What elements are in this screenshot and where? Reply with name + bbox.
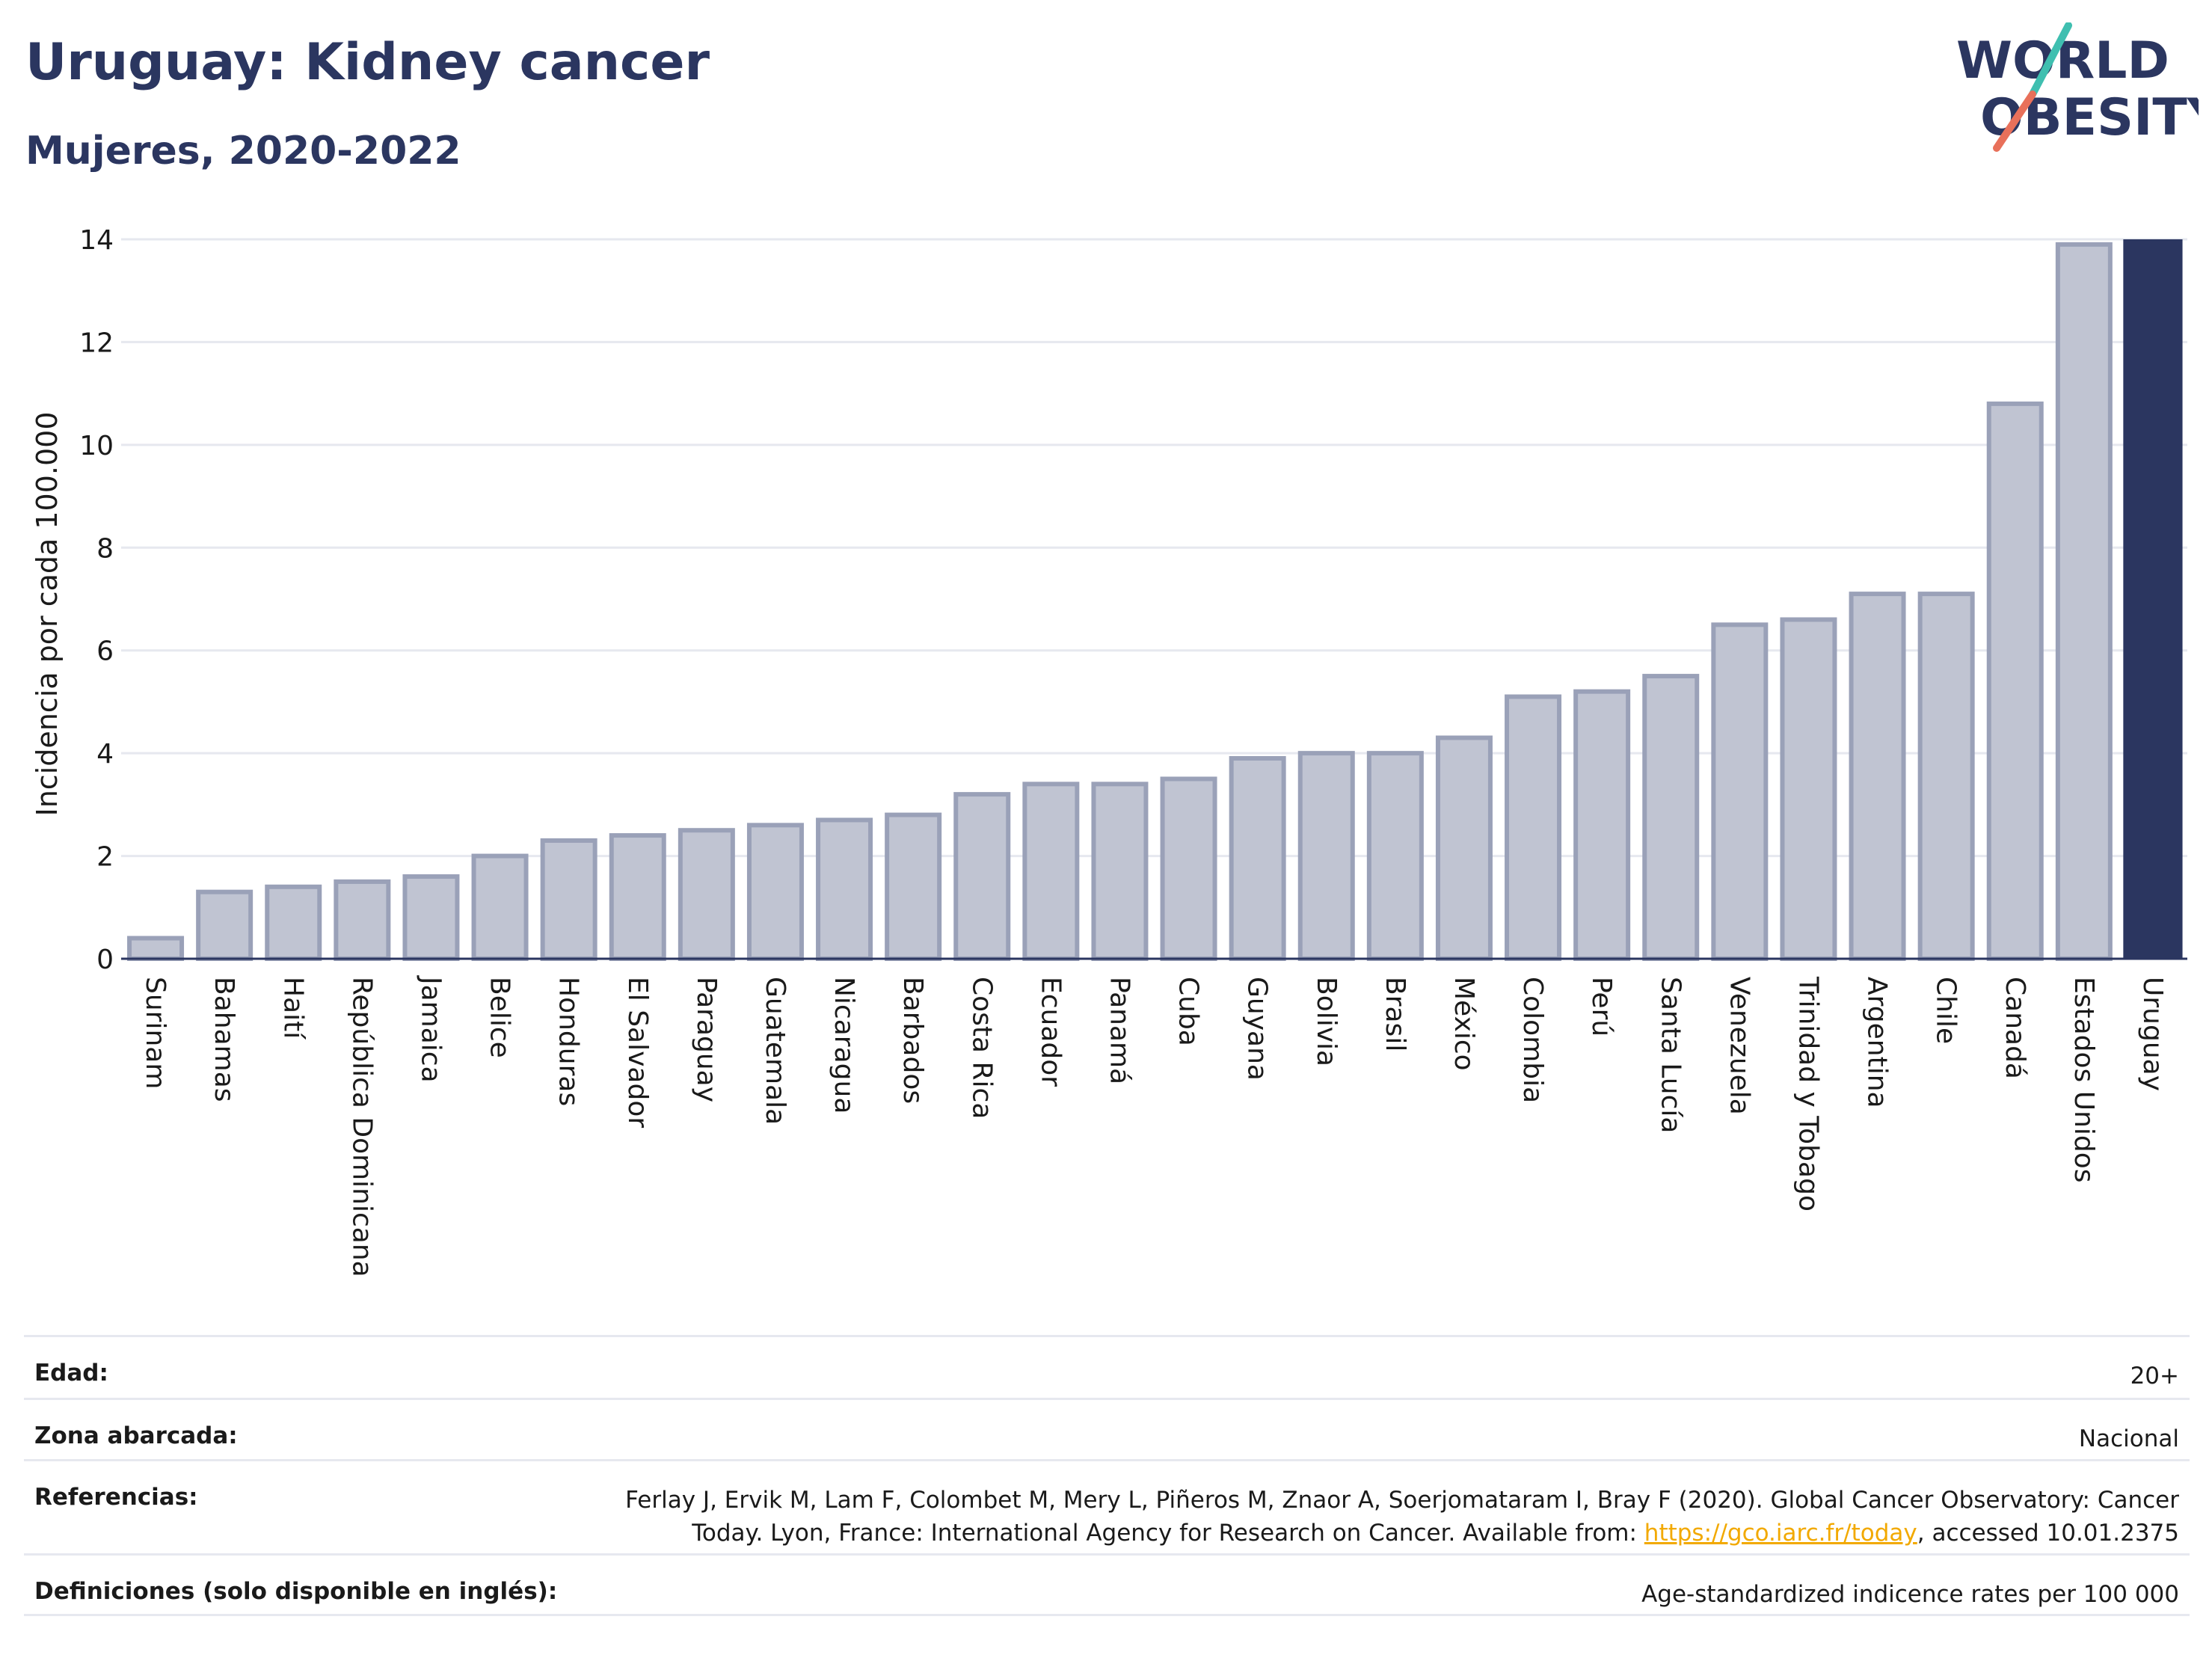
info-value-referencias: Ferlay J, Ervik M, Lam F, Colombet M, Me… <box>625 1461 2179 1550</box>
bar-uruguay <box>2123 239 2183 959</box>
bars <box>127 239 2183 962</box>
page-title: Uruguay: Kidney cancer <box>25 33 710 92</box>
x-tick-label: Nicaragua <box>829 977 859 1114</box>
bar-honduras <box>540 838 597 962</box>
grid-lines <box>121 238 2187 858</box>
bar-guyana <box>1229 756 1286 961</box>
y-tick-label: 12 <box>79 328 114 358</box>
info-table: Edad: 20+ Zona abarcada: Nacional Refere… <box>24 1335 2190 1616</box>
x-tick-label: El Salvador <box>622 977 653 1128</box>
bar-chile <box>1917 592 1975 962</box>
bar-el-salvador <box>609 833 666 961</box>
bar-bolivia <box>1297 751 1355 962</box>
x-tick-labels: Surinam Bahamas Haití República Dominicana J… <box>140 975 2168 1277</box>
x-tick-label: Jamaica <box>415 975 446 1083</box>
bar-argentina <box>1849 592 1906 962</box>
x-tick-label: Haití <box>277 977 308 1040</box>
x-tick-label: Bolivia <box>1311 977 1342 1066</box>
bar-santa-lucía <box>1642 674 1700 961</box>
x-tick-label: Chile <box>1931 977 1961 1044</box>
x-tick-label: Bahamas <box>209 977 239 1102</box>
reference-text-line2: Today. Lyon, France: International Agenc… <box>692 1520 1644 1547</box>
bar-costa-rica <box>953 792 1011 961</box>
x-tick-label: Estados Unidos <box>2068 977 2099 1183</box>
bar-cuba <box>1160 776 1217 961</box>
x-tick-label: Perú <box>1586 977 1617 1037</box>
bar-méxico <box>1435 735 1493 961</box>
y-tick-label: 10 <box>79 431 114 461</box>
x-tick-label: Uruguay <box>2137 977 2168 1091</box>
bar-ecuador <box>1022 782 1080 962</box>
x-tick-label: Canadá <box>2000 977 2030 1079</box>
x-tick-label: Guatemala <box>760 977 790 1125</box>
bar-guatemala <box>746 823 804 962</box>
page-subtitle: Mujeres, 2020-2022 <box>25 129 461 174</box>
y-tick-label: 0 <box>96 945 114 975</box>
bar-trinidad-y-tobago <box>1780 617 1837 961</box>
info-label-zona: Zona abarcada: <box>34 1422 238 1449</box>
world-obesity-logo: WORLD OBESITY <box>1956 22 2199 152</box>
bar-paraguay <box>678 828 735 961</box>
x-tick-label: Argentina <box>1862 977 1893 1108</box>
info-value-zona: Nacional <box>2078 1425 2179 1452</box>
bar-nicaragua <box>816 817 873 961</box>
bar-jamaica <box>402 874 460 961</box>
x-tick-label: República Dominicana <box>346 977 377 1277</box>
y-axis-label: Incidencia por cada 100.000 <box>31 411 64 816</box>
bar-bahamas <box>196 889 254 961</box>
x-tick-label: Panamá <box>1104 977 1134 1084</box>
bar-brasil <box>1366 751 1424 962</box>
info-value-definiciones: Age-standardized indicence rates per 100… <box>1641 1581 2179 1608</box>
info-row-zona: Zona abarcada: Nacional <box>24 1398 2190 1459</box>
y-tick-label: 8 <box>96 533 114 564</box>
x-tick-label: Santa Lucía <box>1655 977 1686 1133</box>
y-tick-labels: 0 2 4 6 8 10 12 14 <box>79 225 114 975</box>
x-tick-label: Paraguay <box>691 977 722 1102</box>
x-tick-label: Costa Rica <box>966 977 997 1119</box>
info-label-edad: Edad: <box>34 1360 108 1387</box>
bar-república-dominicana <box>334 879 391 962</box>
reference-text-accessed: , accessed 10.01.2375 <box>1917 1520 2179 1547</box>
x-tick-label: Cuba <box>1173 977 1204 1046</box>
bar-venezuela <box>1711 622 1769 961</box>
info-row-referencias: Referencias: Ferlay J, Ervik M, Lam F, C… <box>24 1459 2190 1553</box>
bar-estados-unidos <box>2055 242 2113 962</box>
info-row-definiciones: Definiciones (solo disponible en inglés)… <box>24 1553 2190 1616</box>
bar-barbados <box>885 812 942 961</box>
info-row-edad: Edad: 20+ <box>24 1335 2190 1398</box>
x-tick-label: Honduras <box>553 977 584 1106</box>
x-tick-label: Brasil <box>1380 977 1410 1051</box>
x-tick-label: Ecuador <box>1035 977 1066 1087</box>
reference-text-line1: Ferlay J, Ervik M, Lam F, Colombet M, Me… <box>625 1487 2179 1514</box>
x-tick-label: Colombia <box>1517 977 1548 1103</box>
info-label-referencias: Referencias: <box>34 1484 198 1511</box>
x-tick-label: Trinidad y Tobago <box>1792 976 1823 1212</box>
reference-link[interactable]: https://gco.iarc.fr/today <box>1644 1520 1917 1547</box>
info-label-definiciones: Definiciones (solo disponible en inglés)… <box>34 1578 558 1605</box>
x-tick-label: Surinam <box>140 977 170 1089</box>
bar-surinam <box>127 936 185 961</box>
y-tick-label: 14 <box>79 225 114 256</box>
x-tick-label: Belice <box>485 977 515 1058</box>
bar-perú <box>1573 689 1631 962</box>
bar-haití <box>265 884 322 962</box>
x-tick-label: Barbados <box>897 977 928 1104</box>
bar-colombia <box>1505 694 1562 961</box>
logo-slash-teal <box>2029 22 2072 98</box>
y-tick-label: 6 <box>96 636 114 667</box>
x-tick-label: Venezuela <box>1724 977 1754 1115</box>
logo-slash-coral <box>1993 90 2036 152</box>
y-tick-label: 2 <box>96 842 114 873</box>
bar-panamá <box>1091 782 1149 962</box>
info-value-edad: 20+ <box>2130 1363 2179 1390</box>
x-tick-label: México <box>1448 977 1479 1071</box>
bar-belice <box>471 853 529 961</box>
bar-canadá <box>1986 401 2044 961</box>
bar-chart: 0 2 4 6 8 10 12 14 Surinam Bahamas Haití República… <box>31 225 2187 1277</box>
x-tick-label: Guyana <box>1242 977 1273 1081</box>
y-tick-label: 4 <box>96 739 114 770</box>
